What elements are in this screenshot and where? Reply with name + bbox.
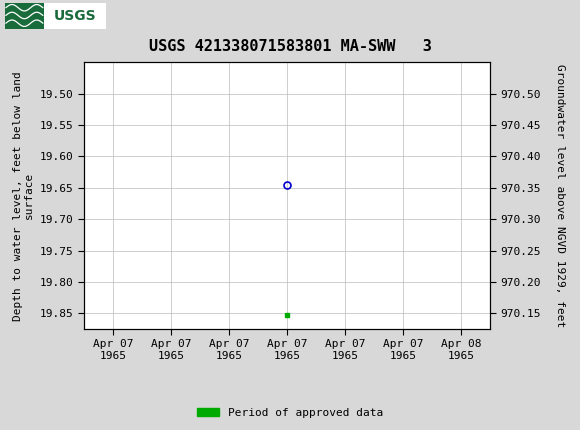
Y-axis label: Groundwater level above NGVD 1929, feet: Groundwater level above NGVD 1929, feet (555, 64, 565, 327)
Y-axis label: Depth to water level, feet below land
surface: Depth to water level, feet below land su… (13, 71, 34, 320)
Text: USGS 421338071583801 MA-SWW   3: USGS 421338071583801 MA-SWW 3 (148, 39, 432, 54)
Text: USGS: USGS (54, 9, 96, 23)
Bar (5, 3, 44, 29)
Bar (5, 3, 106, 29)
Legend: Period of approved data: Period of approved data (193, 403, 387, 422)
